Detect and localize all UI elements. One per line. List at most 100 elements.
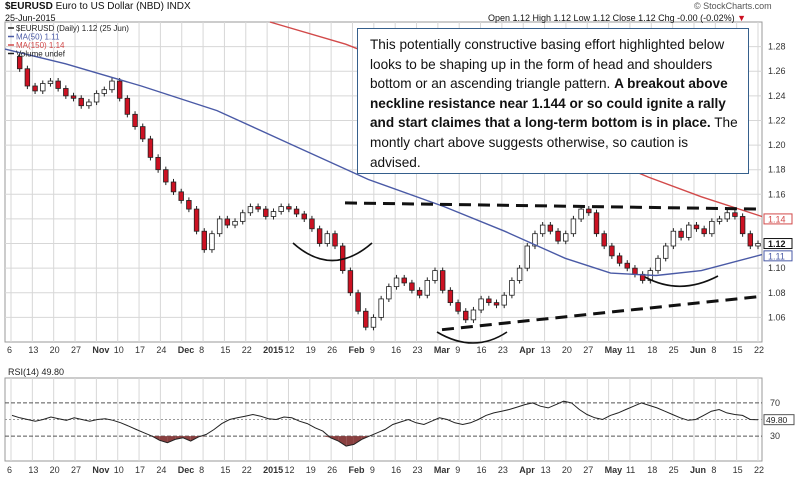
candle-body xyxy=(309,218,315,230)
rsi-y-tick-label: 30 xyxy=(770,431,780,441)
candle-body xyxy=(578,208,584,220)
rsi-x-tick-label: 22 xyxy=(242,465,252,475)
candle-body xyxy=(370,316,377,328)
candle-body xyxy=(301,213,307,220)
candle-body xyxy=(478,298,484,311)
rsi-x-tick-label: 9 xyxy=(370,465,375,475)
candle-body xyxy=(386,286,392,300)
candle-body xyxy=(347,270,354,294)
candle-body xyxy=(670,230,677,247)
candle-body xyxy=(101,89,107,94)
candle-body xyxy=(424,280,431,296)
candle-body xyxy=(524,245,530,269)
price-y-tick-label: 1.18 xyxy=(768,165,786,175)
rsi-x-tick-label: 18 xyxy=(647,465,657,475)
rsi-oversold-fill xyxy=(338,436,347,447)
price-x-tick-label: 17 xyxy=(135,345,145,355)
candle-body xyxy=(486,298,492,304)
candle-body xyxy=(624,262,630,269)
candle-body xyxy=(240,212,246,222)
price-x-tick-label: 6 xyxy=(7,345,12,355)
candle-body xyxy=(40,83,46,92)
price-x-tick-label: 15 xyxy=(733,345,743,355)
price-x-tick-label: 16 xyxy=(391,345,401,355)
candle-body xyxy=(678,230,684,238)
candle-body xyxy=(263,208,269,217)
price-x-tick-label: 9 xyxy=(455,345,460,355)
head-arc xyxy=(436,331,508,344)
candle-body xyxy=(178,191,184,201)
price-x-tick-label: Dec xyxy=(178,345,195,355)
price-x-tick-label: 19 xyxy=(306,345,316,355)
candle-body xyxy=(86,101,92,107)
candle-body xyxy=(663,245,669,259)
candle-body xyxy=(447,289,454,304)
candle-body xyxy=(455,302,461,312)
candle-body xyxy=(463,310,469,321)
last-price-tag: 1.12 xyxy=(768,239,786,249)
ma50-line xyxy=(4,48,763,277)
price-x-tick-label: 8 xyxy=(199,345,204,355)
price-x-tick-label: May xyxy=(605,345,623,355)
candle-body xyxy=(586,208,592,214)
candle-body xyxy=(355,292,361,312)
price-y-tick-label: 1.10 xyxy=(768,263,786,273)
candle-body xyxy=(516,267,523,281)
price-x-tick-label: 24 xyxy=(156,345,166,355)
price-y-tick-label: 1.24 xyxy=(768,91,786,101)
candle-body xyxy=(732,212,738,217)
price-y-tick-label: 1.22 xyxy=(768,115,786,125)
price-x-tick-label: 20 xyxy=(50,345,60,355)
candle-body xyxy=(593,212,600,235)
candle-body xyxy=(270,211,277,217)
candle-body xyxy=(609,245,615,257)
candle-body xyxy=(124,97,131,115)
candle-body xyxy=(686,224,692,238)
chart-date: 25-Jun-2015 xyxy=(5,13,56,23)
candle-body xyxy=(78,97,84,107)
price-x-tick-label: 2015 xyxy=(263,345,283,355)
rsi-y-tick-label: 70 xyxy=(770,398,780,408)
price-x-tick-label: Feb xyxy=(348,345,365,355)
rsi-x-tick-label: May xyxy=(605,465,623,475)
candle-body xyxy=(193,208,200,232)
legend-volume-label: Volume undef xyxy=(16,50,66,59)
candle-body xyxy=(140,126,146,140)
rsi-x-tick-label: 27 xyxy=(583,465,593,475)
price-panel-frame xyxy=(4,21,763,343)
last-price-tag-box xyxy=(763,213,793,225)
candle-body xyxy=(547,224,554,232)
price-x-tick-label: 11 xyxy=(626,345,635,355)
candle-body xyxy=(278,206,284,212)
price-x-tick-label: 15 xyxy=(220,345,230,355)
candle-body xyxy=(655,257,661,272)
candle-body xyxy=(170,181,177,193)
rsi-x-tick-label: 12 xyxy=(284,465,294,475)
candle-body xyxy=(416,289,423,296)
rsi-title-label: RSI(14) 49.80 xyxy=(8,367,64,377)
candle-body xyxy=(216,218,223,235)
candle-body xyxy=(616,255,623,264)
legend-ma150-label: MA(150) 1.14 xyxy=(16,41,65,50)
rsi-x-tick-label: 26 xyxy=(327,465,337,475)
price-x-tick-label: Jun xyxy=(690,345,706,355)
rsi-oversold-fill xyxy=(167,436,176,443)
candle-body xyxy=(32,85,38,92)
rsi-x-tick-label: 10 xyxy=(114,465,124,475)
resistance-trendline xyxy=(344,201,761,211)
candle-body xyxy=(693,224,700,230)
rsi-oversold-fill xyxy=(159,436,168,443)
candle-body xyxy=(470,309,477,321)
rsi-x-tick-label: 11 xyxy=(626,465,635,475)
price-x-tick-label: 10 xyxy=(114,345,124,355)
rsi-x-tick-label: 16 xyxy=(477,465,487,475)
ohlc-readout: Open 1.12 High 1.12 Low 1.12 Close 1.12 … xyxy=(488,13,746,23)
price-x-tick-label: 27 xyxy=(583,345,593,355)
price-y-tick-label: 1.28 xyxy=(768,42,786,52)
rsi-last-value-box xyxy=(763,414,795,426)
price-y-tick-label: 1.08 xyxy=(768,288,786,298)
candle-body xyxy=(378,298,384,318)
candle-body xyxy=(401,277,407,284)
candle-body xyxy=(747,233,754,247)
